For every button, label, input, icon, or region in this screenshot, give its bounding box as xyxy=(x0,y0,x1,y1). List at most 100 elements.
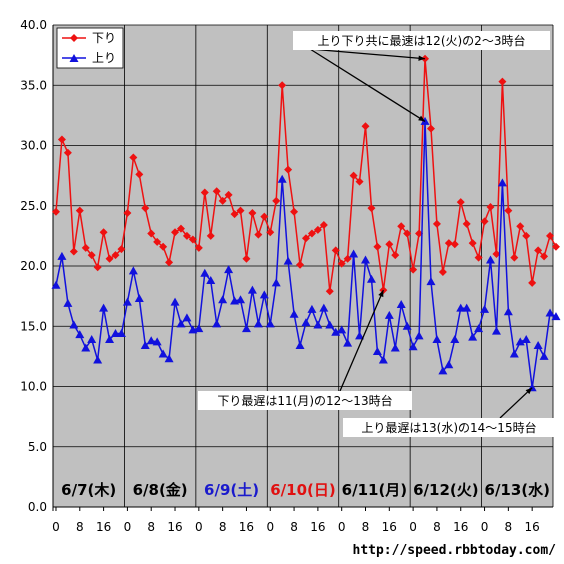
data-point xyxy=(373,242,382,251)
data-point xyxy=(188,235,197,244)
data-point xyxy=(337,325,347,334)
data-point xyxy=(87,251,96,260)
data-point xyxy=(307,304,317,313)
data-point xyxy=(51,207,60,216)
data-point xyxy=(528,278,537,287)
data-point xyxy=(111,251,120,260)
x-tick-label: 16 xyxy=(239,520,254,534)
data-point xyxy=(134,294,144,303)
y-tick-label: 10.0 xyxy=(20,380,47,394)
data-point xyxy=(391,251,400,260)
data-point xyxy=(331,246,340,255)
data-point xyxy=(87,335,97,344)
data-point xyxy=(218,196,227,205)
data-point xyxy=(462,303,472,312)
data-point xyxy=(284,165,293,174)
annotation-arrowhead xyxy=(378,290,384,298)
data-point xyxy=(456,303,466,312)
data-point xyxy=(206,231,215,240)
data-point xyxy=(426,277,436,286)
data-point xyxy=(296,260,305,269)
data-point xyxy=(200,268,210,277)
data-point xyxy=(247,285,257,294)
data-point xyxy=(414,331,424,340)
annotation-2: 上り最遅は13(水)の14〜15時台 xyxy=(343,387,555,437)
data-point xyxy=(75,330,85,339)
data-point xyxy=(159,242,168,251)
data-point xyxy=(343,338,353,347)
data-point xyxy=(253,319,263,328)
data-point xyxy=(438,366,448,375)
data-point xyxy=(176,224,185,233)
data-point xyxy=(474,253,483,262)
x-tick-label: 0 xyxy=(481,520,489,534)
annotation-box xyxy=(198,391,412,410)
day-label: 6/12(火) xyxy=(413,481,479,499)
annotation-arrowhead xyxy=(418,55,426,61)
data-point xyxy=(295,341,305,350)
data-point xyxy=(468,332,478,341)
data-point xyxy=(503,307,513,316)
x-axis-ticks: 0 8 16 0 8 16 0 8 16 0 8 16 0 8 16 0 8 16 0 8 16 xyxy=(52,507,540,534)
x-tick-label: 16 xyxy=(453,520,468,534)
data-point xyxy=(319,221,328,230)
data-point xyxy=(521,335,531,344)
data-point xyxy=(164,354,174,363)
data-point xyxy=(301,234,310,243)
day-label: 6/9(土) xyxy=(204,481,259,499)
data-point xyxy=(432,219,441,228)
data-point xyxy=(384,310,394,319)
data-point xyxy=(200,188,209,197)
y-axis-ticks: 0.0 5.0 10.0 15.0 20.0 25.0 30.0 35.0 40.0 xyxy=(20,18,47,514)
legend-marker-down xyxy=(70,34,78,42)
data-point xyxy=(497,178,507,187)
data-point xyxy=(182,313,192,322)
data-point xyxy=(111,328,120,337)
annotation-arrowhead xyxy=(418,115,426,122)
data-point xyxy=(533,341,543,350)
data-point xyxy=(93,355,103,364)
data-point xyxy=(224,190,233,199)
data-point xyxy=(492,249,501,258)
data-point xyxy=(408,342,418,351)
annotation-arrow xyxy=(309,48,426,60)
data-point xyxy=(516,222,525,231)
data-point xyxy=(551,312,561,321)
data-point xyxy=(147,229,156,238)
x-tick-label: 8 xyxy=(433,520,441,534)
data-point xyxy=(444,360,454,369)
annotation-arrowhead xyxy=(525,387,533,395)
day-labels: 6/7(木) 6/8(金) 6/9(土) 6/10(日) 6/11(月) 6/12(火) 6… xyxy=(61,481,550,499)
legend-box xyxy=(56,27,124,69)
data-point xyxy=(117,245,126,254)
annotation-text: 上り最遅は13(水)の14〜15時台 xyxy=(361,420,536,435)
annotation-1: 下り最遅は11(月)の12〜13時台 xyxy=(198,289,412,410)
data-point xyxy=(271,278,281,287)
x-tick-label: 8 xyxy=(505,520,513,534)
data-point xyxy=(153,237,162,246)
data-point xyxy=(272,196,281,205)
data-point xyxy=(69,320,79,329)
data-point xyxy=(57,135,66,144)
day-label: 6/10(日) xyxy=(270,481,336,499)
data-point xyxy=(540,252,549,261)
data-point xyxy=(366,274,376,283)
data-point xyxy=(135,170,144,179)
data-point xyxy=(171,228,180,237)
series-0 xyxy=(51,54,560,296)
data-point xyxy=(212,319,222,328)
x-tick-label: 8 xyxy=(362,520,370,534)
data-point xyxy=(385,240,394,249)
data-point xyxy=(63,148,72,157)
annotation-arrow xyxy=(339,289,384,392)
annotation-text: 上り下り共に最速は12(火)の2〜3時台 xyxy=(318,33,526,48)
data-point xyxy=(480,217,489,226)
data-point xyxy=(444,239,453,248)
data-point xyxy=(349,171,358,180)
data-point xyxy=(551,242,560,251)
data-point xyxy=(522,231,531,240)
annotation-text: 下り最遅は11(月)の12〜13時台 xyxy=(217,393,392,408)
data-point xyxy=(57,251,67,260)
data-point xyxy=(75,206,84,215)
